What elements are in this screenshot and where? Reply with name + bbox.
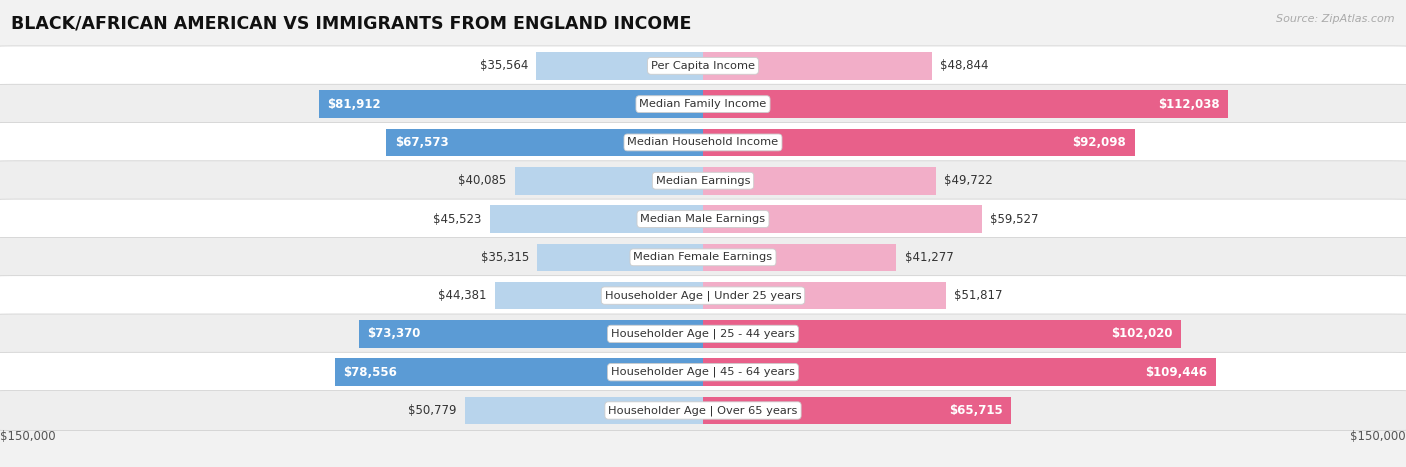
Text: $41,277: $41,277 <box>905 251 953 264</box>
Text: Median Family Income: Median Family Income <box>640 99 766 109</box>
FancyBboxPatch shape <box>0 390 1406 431</box>
Text: $59,527: $59,527 <box>990 212 1039 226</box>
Text: $73,370: $73,370 <box>367 327 420 340</box>
Text: $51,817: $51,817 <box>955 289 1002 302</box>
Text: $44,381: $44,381 <box>439 289 486 302</box>
Bar <box>703 320 1181 348</box>
FancyBboxPatch shape <box>0 314 1406 354</box>
Bar <box>703 52 932 80</box>
Text: $49,722: $49,722 <box>945 174 993 187</box>
Bar <box>319 90 703 118</box>
Text: $150,000: $150,000 <box>0 431 56 443</box>
Text: $112,038: $112,038 <box>1159 98 1219 111</box>
Text: Per Capita Income: Per Capita Income <box>651 61 755 71</box>
Text: $102,020: $102,020 <box>1111 327 1173 340</box>
Bar <box>703 167 936 195</box>
Text: $150,000: $150,000 <box>1350 431 1406 443</box>
Text: $48,844: $48,844 <box>941 59 988 72</box>
Bar <box>703 243 897 271</box>
Bar <box>537 243 703 271</box>
Text: $50,779: $50,779 <box>408 404 457 417</box>
Text: $65,715: $65,715 <box>949 404 1002 417</box>
Bar <box>489 205 703 233</box>
Bar <box>703 205 981 233</box>
Bar <box>703 128 1135 156</box>
Text: Source: ZipAtlas.com: Source: ZipAtlas.com <box>1277 14 1395 24</box>
Bar <box>359 320 703 348</box>
Text: Householder Age | 45 - 64 years: Householder Age | 45 - 64 years <box>612 367 794 377</box>
FancyBboxPatch shape <box>0 84 1406 124</box>
Text: Householder Age | 25 - 44 years: Householder Age | 25 - 44 years <box>612 329 794 339</box>
Text: Householder Age | Under 25 years: Householder Age | Under 25 years <box>605 290 801 301</box>
Bar <box>465 396 703 425</box>
Bar <box>335 358 703 386</box>
Bar <box>515 167 703 195</box>
Bar <box>536 52 703 80</box>
Bar <box>703 282 946 310</box>
Text: $78,556: $78,556 <box>343 366 396 379</box>
Text: $67,573: $67,573 <box>395 136 449 149</box>
Text: Median Earnings: Median Earnings <box>655 176 751 186</box>
Text: $92,098: $92,098 <box>1073 136 1126 149</box>
Text: $109,446: $109,446 <box>1146 366 1208 379</box>
FancyBboxPatch shape <box>0 46 1406 86</box>
Text: $81,912: $81,912 <box>328 98 381 111</box>
Text: $45,523: $45,523 <box>433 212 481 226</box>
Legend: Black/African American, Immigrants from England: Black/African American, Immigrants from … <box>527 462 879 467</box>
Bar <box>703 358 1216 386</box>
Text: Median Household Income: Median Household Income <box>627 137 779 148</box>
Text: $35,315: $35,315 <box>481 251 529 264</box>
FancyBboxPatch shape <box>0 161 1406 201</box>
Text: $40,085: $40,085 <box>458 174 506 187</box>
FancyBboxPatch shape <box>0 352 1406 392</box>
FancyBboxPatch shape <box>0 276 1406 316</box>
Text: Median Male Earnings: Median Male Earnings <box>641 214 765 224</box>
FancyBboxPatch shape <box>0 237 1406 277</box>
Bar <box>703 90 1227 118</box>
Bar <box>495 282 703 310</box>
Text: Householder Age | Over 65 years: Householder Age | Over 65 years <box>609 405 797 416</box>
Text: Median Female Earnings: Median Female Earnings <box>634 252 772 262</box>
Bar <box>387 128 703 156</box>
Text: $35,564: $35,564 <box>479 59 527 72</box>
Bar <box>703 396 1011 425</box>
FancyBboxPatch shape <box>0 122 1406 163</box>
Text: BLACK/AFRICAN AMERICAN VS IMMIGRANTS FROM ENGLAND INCOME: BLACK/AFRICAN AMERICAN VS IMMIGRANTS FRO… <box>11 14 692 32</box>
FancyBboxPatch shape <box>0 199 1406 239</box>
